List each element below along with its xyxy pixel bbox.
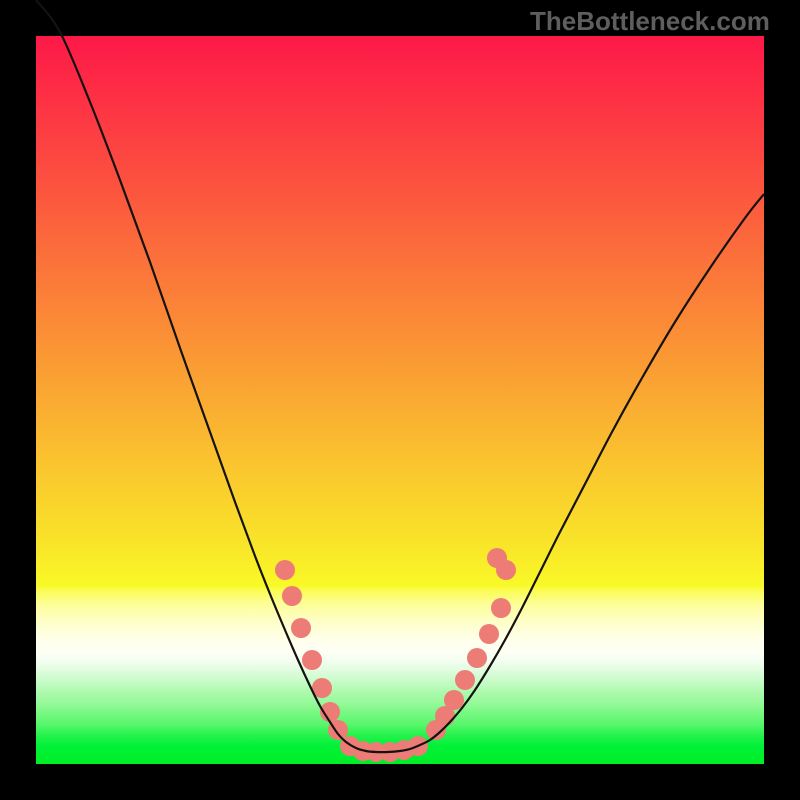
plot-background	[36, 36, 764, 764]
scatter-point	[282, 586, 302, 606]
scatter-point	[275, 560, 295, 580]
scatter-point	[479, 624, 499, 644]
scatter-point	[291, 618, 311, 638]
scatter-point	[496, 560, 516, 580]
scatter-point	[455, 670, 475, 690]
scatter-point	[302, 650, 322, 670]
scatter-point	[467, 648, 487, 668]
chart-stage: TheBottleneck.com	[0, 0, 800, 800]
scatter-point	[491, 598, 511, 618]
watermark-text: TheBottleneck.com	[530, 6, 770, 37]
chart-svg	[0, 0, 800, 800]
scatter-point	[444, 690, 464, 710]
